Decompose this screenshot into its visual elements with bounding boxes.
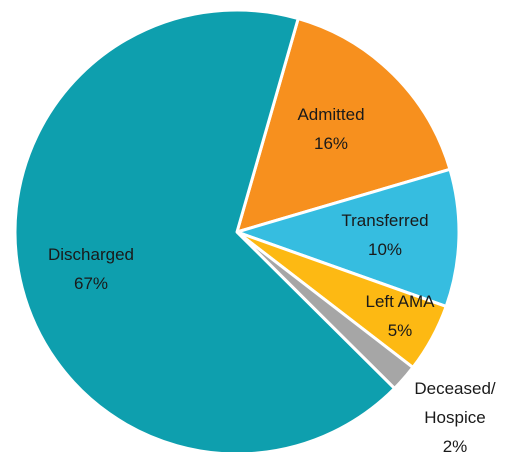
category-label: Deceased/ Hospice — [414, 378, 496, 427]
pie-slice — [235, 167, 461, 308]
value-label: 5% — [387, 320, 413, 340]
slice-label: Transferred 10% — [320, 206, 450, 264]
category-label: Admitted — [297, 104, 365, 124]
value-label: 10% — [367, 239, 403, 259]
value-label: 16% — [313, 133, 349, 153]
value-label: 2% — [442, 436, 468, 452]
slice-label: Deceased/ Hospice 2% — [410, 374, 500, 452]
pie-slice — [235, 17, 452, 234]
slice-label: Discharged 67% — [26, 240, 156, 298]
slice-label: Admitted 16% — [271, 100, 391, 158]
category-label: Transferred — [341, 210, 429, 230]
slice-label: Left AMA 5% — [350, 287, 450, 345]
category-label: Left AMA — [365, 291, 435, 311]
pie-slice — [13, 8, 397, 452]
value-label: 67% — [73, 273, 109, 293]
category-label: Discharged — [48, 244, 134, 264]
